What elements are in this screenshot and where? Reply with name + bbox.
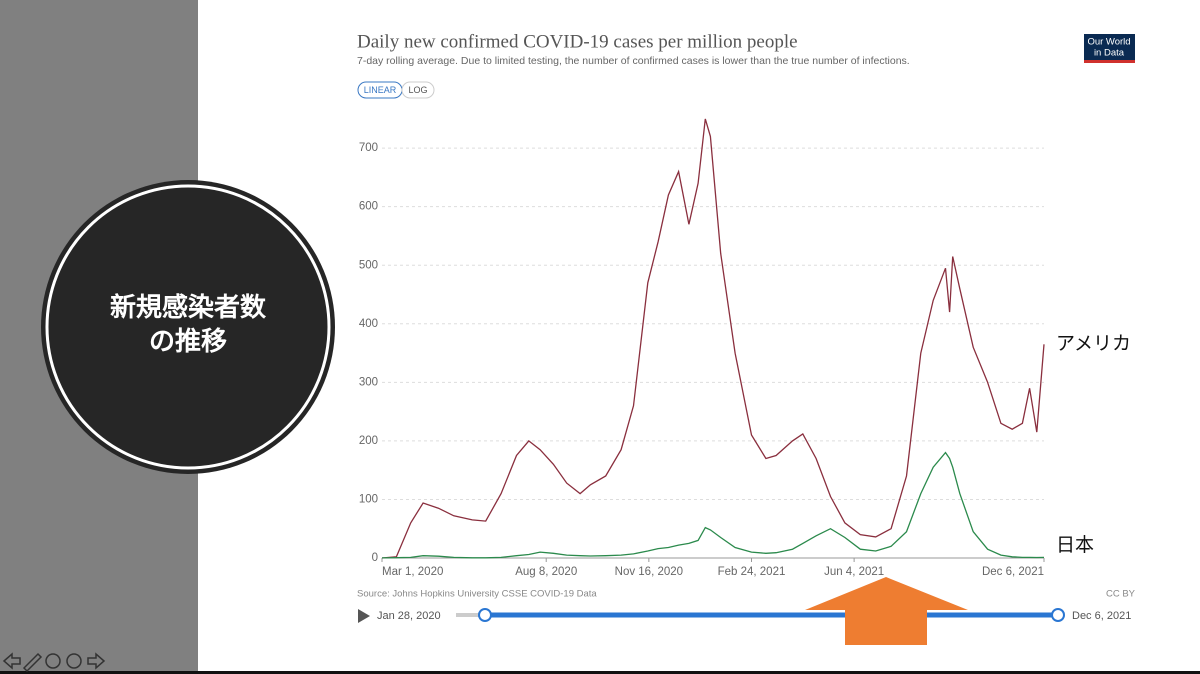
y-tick-label: 300 (359, 376, 378, 388)
chart-subtitle: 7-day rolling average. Due to limited te… (357, 55, 910, 67)
heading: 新規感染者数 (110, 292, 267, 322)
x-tick-label: Feb 24, 2021 (718, 566, 786, 578)
bottom-border (0, 671, 1200, 674)
button-label[interactable]: LOG (408, 85, 427, 95)
y-tick-label: 200 (359, 435, 378, 447)
y-tick-label: 500 (359, 259, 378, 271)
heading-ring (45, 184, 331, 470)
y-tick-label: 700 (359, 142, 378, 154)
heading: の推移 (149, 326, 227, 356)
button-label[interactable]: LINEAR (364, 85, 397, 95)
x-tick-label: Dec 6, 2021 (982, 566, 1044, 578)
x-tick-label: Aug 8, 2020 (515, 566, 577, 578)
logo-bar (1084, 60, 1135, 63)
x-tick-label: Mar 1, 2020 (382, 566, 443, 578)
log-button[interactable] (401, 81, 435, 99)
logo-box (1084, 34, 1135, 62)
play-button[interactable] (358, 609, 370, 623)
heading-circle (41, 180, 335, 474)
timeline-end: Dec 6, 2021 (1072, 610, 1131, 622)
license: CC BY (1106, 589, 1136, 600)
source: Source: Johns Hopkins University CSSE CO… (357, 589, 597, 600)
series-line (381, 118, 1045, 559)
logo-text: in Data (1094, 48, 1125, 59)
logo-text: Our World (1087, 37, 1130, 48)
series-label: 日本 (1056, 534, 1094, 556)
arrow (805, 577, 968, 645)
timeline-handle[interactable] (478, 608, 492, 622)
timeline-handle[interactable] (1051, 608, 1065, 622)
timeline-start: Jan 28, 2020 (377, 610, 441, 622)
series-label: アメリカ (1056, 333, 1131, 354)
series-line (381, 451, 1045, 559)
x-tick-label: Jun 4, 2021 (824, 566, 884, 578)
y-tick-label: 400 (359, 318, 378, 330)
nav-icons[interactable] (2, 652, 106, 673)
chart-title: Daily new confirmed COVID-19 cases per m… (357, 31, 798, 52)
y-tick-label: 100 (359, 493, 378, 505)
y-tick-label: 0 (372, 552, 378, 564)
y-tick-label: 600 (359, 201, 378, 213)
x-tick-label: Nov 16, 2020 (615, 566, 683, 578)
